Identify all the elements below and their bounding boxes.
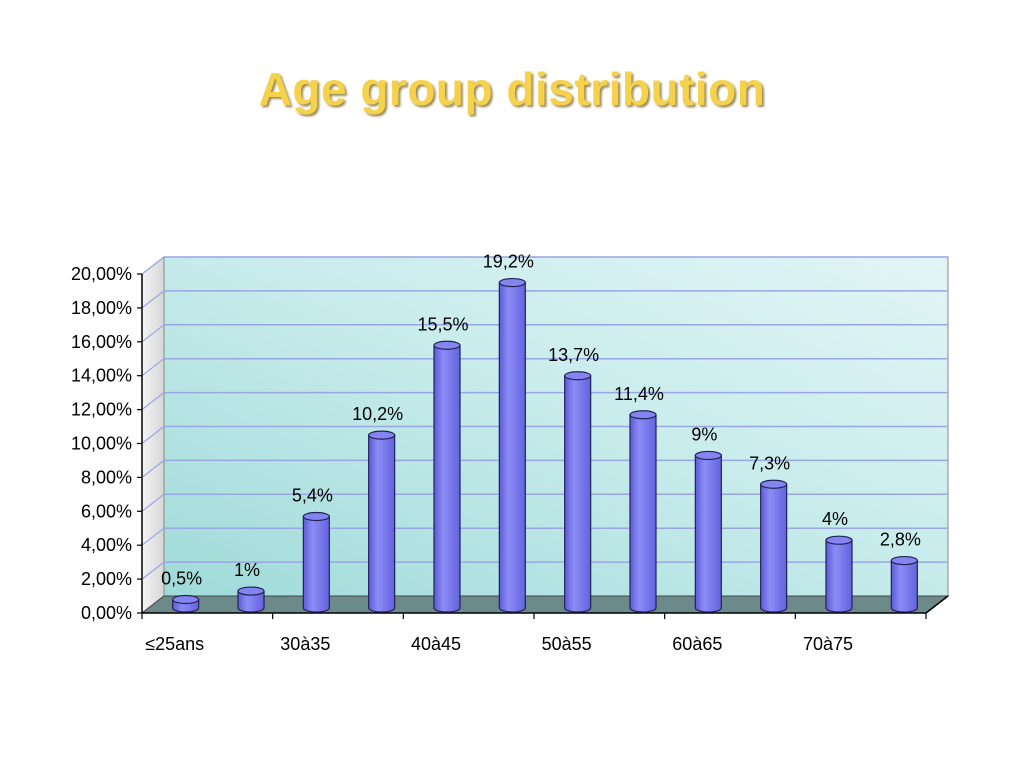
bar-body [629, 414, 657, 613]
data-label: 19,2% [483, 252, 534, 272]
data-label: 5,4% [292, 485, 333, 505]
x-tick-label: ≤25ans [145, 634, 204, 654]
bar-body [694, 454, 722, 613]
data-label: 15,5% [417, 314, 468, 334]
bar [498, 277, 526, 613]
data-label: 2,8% [880, 530, 921, 550]
bar-body [825, 539, 853, 613]
x-tick-label: 30à35 [280, 634, 330, 654]
bar [694, 450, 722, 613]
bar-top [890, 555, 918, 566]
bar [760, 479, 788, 613]
gridline-side [141, 256, 165, 275]
y-tick-label: 2,00% [81, 569, 132, 589]
data-label: 4% [822, 509, 848, 529]
data-label: 9% [691, 424, 717, 444]
bar-body [760, 483, 788, 613]
y-tick-label: 8,00% [81, 467, 132, 487]
bar-top [498, 277, 526, 288]
data-label: 10,2% [352, 404, 403, 424]
data-label: 11,4% [614, 384, 664, 404]
y-tick-label: 18,00% [71, 298, 132, 318]
gridline-side [141, 527, 165, 546]
y-tick-label: 0,00% [81, 603, 132, 623]
gridline-side [141, 561, 165, 580]
bar-top [694, 450, 722, 461]
bar-top [564, 371, 592, 381]
gridline-side [141, 392, 165, 411]
x-tick-label: 50à55 [542, 634, 592, 654]
bar-top [368, 430, 396, 440]
bar-top [237, 586, 265, 596]
y-tick-label: 12,00% [71, 400, 132, 420]
gridline-side [141, 290, 165, 309]
bar [433, 340, 461, 613]
bar-body [237, 590, 265, 613]
bar-top [629, 410, 657, 420]
data-label: 13,7% [548, 345, 599, 365]
y-tick-label: 10,00% [71, 434, 132, 454]
bar [890, 555, 918, 613]
floor-edge [925, 595, 949, 614]
bar [629, 410, 657, 613]
bar-body [498, 281, 526, 613]
y-tick-label: 6,00% [81, 501, 132, 521]
x-tick-label: 60à65 [672, 634, 722, 654]
bar [302, 511, 330, 613]
data-label: 1% [234, 560, 260, 580]
bar-top [172, 594, 200, 605]
y-tick-label: 14,00% [71, 366, 132, 386]
chart-title: Age group distribution [258, 63, 766, 115]
bar [237, 586, 265, 613]
y-tick-label: 16,00% [71, 332, 132, 352]
bar [368, 430, 396, 613]
bar [172, 594, 200, 613]
y-tick-label: 20,00% [71, 264, 132, 284]
bar-top [760, 479, 788, 489]
data-label: 0,5% [161, 569, 202, 589]
bar [564, 371, 592, 613]
bar-body [433, 344, 461, 613]
bar-body [890, 559, 918, 613]
data-label: 7,3% [749, 453, 790, 473]
gridline-side [141, 324, 165, 343]
bar-body [564, 375, 592, 613]
bar-top [433, 340, 461, 350]
gridline-side [141, 493, 165, 512]
bar [825, 535, 853, 613]
gridline-side [141, 426, 165, 444]
x-tick-label: 40à45 [411, 634, 461, 654]
bar-top [825, 535, 853, 545]
gridline-side [141, 459, 165, 478]
bar-body [368, 434, 396, 613]
gridline-side [141, 358, 165, 377]
y-tick-label: 4,00% [81, 535, 132, 555]
bar-body [302, 515, 330, 613]
bar-top [302, 511, 330, 522]
x-tick-label: 70à75 [803, 634, 853, 654]
